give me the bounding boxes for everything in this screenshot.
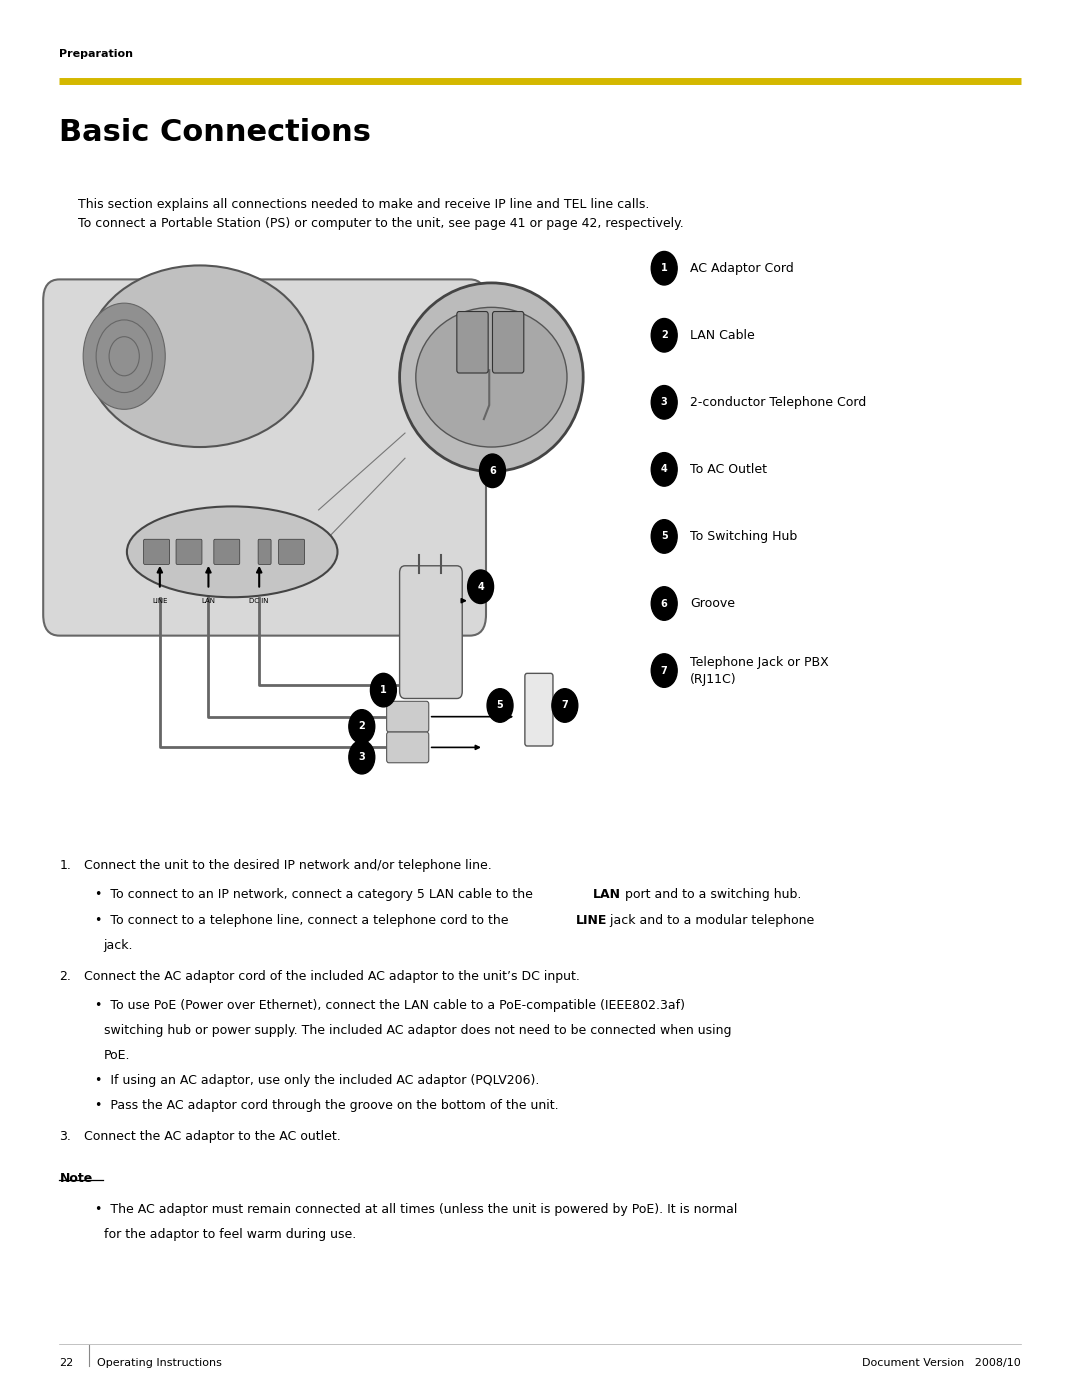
Text: 3.: 3. xyxy=(59,1130,71,1143)
Text: Operating Instructions: Operating Instructions xyxy=(97,1358,222,1368)
Text: 7: 7 xyxy=(562,700,568,711)
Text: PoE.: PoE. xyxy=(104,1049,131,1062)
Text: DC IN: DC IN xyxy=(249,598,269,604)
Text: LAN Cable: LAN Cable xyxy=(690,328,755,342)
Text: LINE: LINE xyxy=(576,914,607,926)
FancyBboxPatch shape xyxy=(387,732,429,763)
Ellipse shape xyxy=(86,265,313,447)
Text: •  To use PoE (Power over Ethernet), connect the LAN cable to a PoE-compatible (: • To use PoE (Power over Ethernet), conn… xyxy=(95,999,685,1011)
Circle shape xyxy=(651,453,677,486)
Text: To AC Outlet: To AC Outlet xyxy=(690,462,767,476)
Text: 1.: 1. xyxy=(59,859,71,872)
FancyBboxPatch shape xyxy=(279,539,305,564)
Text: 3: 3 xyxy=(661,397,667,408)
Circle shape xyxy=(349,740,375,774)
Circle shape xyxy=(349,710,375,743)
Text: 5: 5 xyxy=(661,531,667,542)
Ellipse shape xyxy=(400,282,583,472)
Text: Preparation: Preparation xyxy=(59,49,134,59)
Circle shape xyxy=(487,689,513,722)
Text: This section explains all connections needed to make and receive IP line and TEL: This section explains all connections ne… xyxy=(78,198,684,231)
Circle shape xyxy=(83,303,165,409)
FancyBboxPatch shape xyxy=(387,701,429,732)
Circle shape xyxy=(480,454,505,488)
Text: LINE: LINE xyxy=(152,598,167,604)
Text: switching hub or power supply. The included AC adaptor does not need to be conne: switching hub or power supply. The inclu… xyxy=(104,1024,731,1037)
FancyBboxPatch shape xyxy=(214,539,240,564)
Text: AC Adaptor Cord: AC Adaptor Cord xyxy=(690,261,794,275)
Text: 6: 6 xyxy=(661,598,667,609)
Text: Connect the AC adaptor cord of the included AC adaptor to the unit’s DC input.: Connect the AC adaptor cord of the inclu… xyxy=(84,970,580,982)
Circle shape xyxy=(552,689,578,722)
Text: Note: Note xyxy=(59,1172,93,1185)
Text: LAN: LAN xyxy=(202,598,215,604)
Text: 22: 22 xyxy=(59,1358,73,1368)
Circle shape xyxy=(651,251,677,285)
FancyBboxPatch shape xyxy=(457,312,488,373)
Text: 4: 4 xyxy=(661,464,667,475)
Text: To Switching Hub: To Switching Hub xyxy=(690,529,797,543)
Text: jack.: jack. xyxy=(104,939,133,951)
Circle shape xyxy=(468,570,494,604)
Text: 5: 5 xyxy=(497,700,503,711)
FancyBboxPatch shape xyxy=(400,566,462,698)
Text: port and to a switching hub.: port and to a switching hub. xyxy=(621,888,801,901)
Circle shape xyxy=(651,654,677,687)
Text: 4: 4 xyxy=(477,581,484,592)
Text: Connect the unit to the desired IP network and/or telephone line.: Connect the unit to the desired IP netwo… xyxy=(84,859,492,872)
Ellipse shape xyxy=(416,307,567,447)
Text: 2: 2 xyxy=(359,721,365,732)
Text: 6: 6 xyxy=(489,465,496,476)
Text: Telephone Jack or PBX
(RJ11C): Telephone Jack or PBX (RJ11C) xyxy=(690,655,828,686)
Text: •  To connect to a telephone line, connect a telephone cord to the: • To connect to a telephone line, connec… xyxy=(95,914,513,926)
Text: 7: 7 xyxy=(661,665,667,676)
FancyBboxPatch shape xyxy=(144,539,170,564)
FancyBboxPatch shape xyxy=(525,673,553,746)
Text: LAN: LAN xyxy=(593,888,621,901)
Text: Groove: Groove xyxy=(690,597,735,610)
Ellipse shape xyxy=(127,507,337,598)
Text: 1: 1 xyxy=(380,685,387,696)
Circle shape xyxy=(651,520,677,553)
Text: Document Version   2008/10: Document Version 2008/10 xyxy=(862,1358,1021,1368)
Text: •  Pass the AC adaptor cord through the groove on the bottom of the unit.: • Pass the AC adaptor cord through the g… xyxy=(95,1099,558,1112)
Text: 2-conductor Telephone Cord: 2-conductor Telephone Cord xyxy=(690,395,866,409)
Text: •  To connect to an IP network, connect a category 5 LAN cable to the: • To connect to an IP network, connect a… xyxy=(95,888,537,901)
Text: jack and to a modular telephone: jack and to a modular telephone xyxy=(606,914,814,926)
Circle shape xyxy=(651,386,677,419)
Circle shape xyxy=(651,319,677,352)
Text: 2.: 2. xyxy=(59,970,71,982)
FancyBboxPatch shape xyxy=(43,279,486,636)
Circle shape xyxy=(370,673,396,707)
FancyBboxPatch shape xyxy=(176,539,202,564)
Text: Basic Connections: Basic Connections xyxy=(59,117,372,147)
Circle shape xyxy=(651,587,677,620)
Text: Connect the AC adaptor to the AC outlet.: Connect the AC adaptor to the AC outlet. xyxy=(84,1130,341,1143)
Text: 3: 3 xyxy=(359,752,365,763)
Text: 1: 1 xyxy=(661,263,667,274)
Text: for the adaptor to feel warm during use.: for the adaptor to feel warm during use. xyxy=(104,1228,356,1241)
Text: 2: 2 xyxy=(661,330,667,341)
FancyBboxPatch shape xyxy=(492,312,524,373)
Text: •  The AC adaptor must remain connected at all times (unless the unit is powered: • The AC adaptor must remain connected a… xyxy=(95,1203,738,1215)
FancyBboxPatch shape xyxy=(258,539,271,564)
Text: •  If using an AC adaptor, use only the included AC adaptor (PQLV206).: • If using an AC adaptor, use only the i… xyxy=(95,1074,539,1087)
